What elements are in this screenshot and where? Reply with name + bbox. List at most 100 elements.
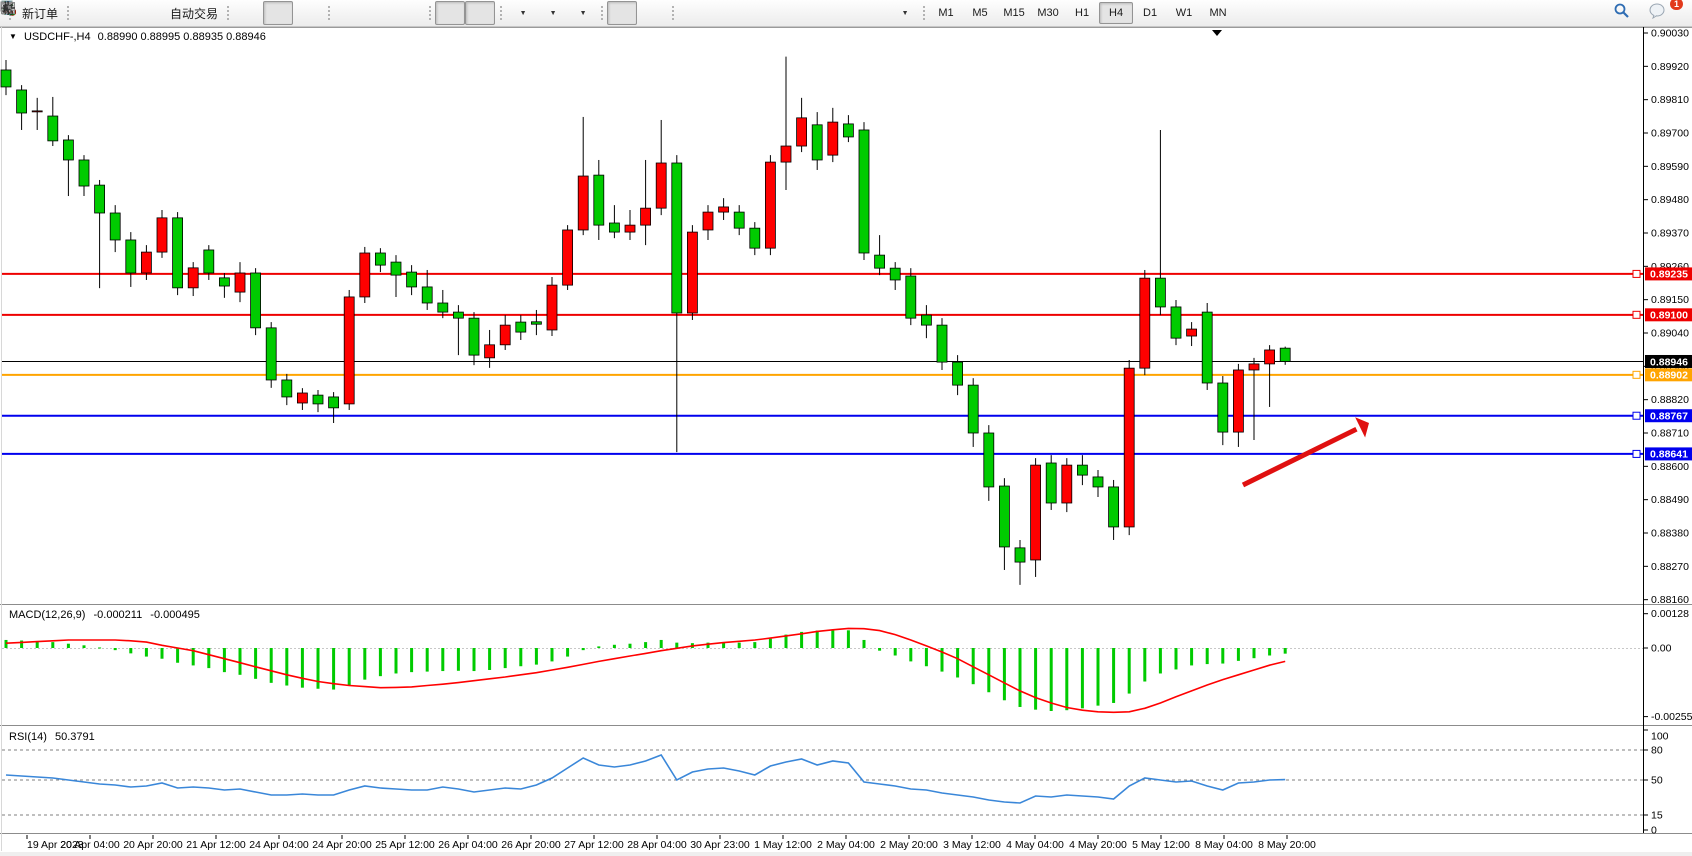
search-button[interactable]: [1612, 1, 1642, 25]
macd-histogram-bar: [1174, 648, 1178, 670]
toolbar-drag-handle[interactable]: [498, 4, 504, 22]
candle-body: [374, 252, 386, 266]
macd-histogram-bar: [51, 642, 55, 648]
macd-histogram-bar: [1283, 648, 1287, 654]
time-tick-label: 24 Apr 04:00: [249, 839, 309, 851]
candle-body: [921, 314, 932, 326]
candle-body: [234, 272, 246, 293]
candle-body: [780, 145, 792, 163]
candle-body: [16, 89, 28, 114]
tf-m1-button[interactable]: M1: [929, 2, 963, 24]
macd-signal-value: -0.000495: [150, 609, 200, 621]
macd-scale-label: -0.002559: [1651, 711, 1692, 723]
time-tick-label: 1 May 12:00: [754, 839, 812, 851]
macd-histogram-bar: [566, 648, 570, 657]
candle-body: [1092, 476, 1104, 488]
line-handle-marker[interactable]: [1632, 370, 1641, 379]
macd-histogram-bar: [1268, 648, 1272, 656]
macd-histogram-bar: [441, 648, 445, 672]
toolbar: 新订单 自动交易 ▼ ▼ ▼ E F A T ▼ M1 M5 M15 M30 H1 H4 D1 W1 MN 1: [0, 0, 1692, 27]
candle-body: [1108, 486, 1119, 528]
price-tick-label: 0.88380: [1651, 528, 1689, 540]
price-tick-label: 0.89040: [1651, 328, 1689, 340]
candle-body: [952, 361, 963, 386]
price-badge-label: 0.89100: [1650, 310, 1688, 322]
rsi-line: [5, 754, 1286, 804]
macd-histogram-bar: [1127, 648, 1131, 694]
tf-h1-button[interactable]: H1: [1065, 2, 1099, 24]
price-tick-label: 0.89480: [1651, 194, 1689, 206]
line-handle-marker[interactable]: [1632, 449, 1641, 458]
macd-histogram-bar: [581, 648, 585, 651]
candle-body: [967, 384, 979, 434]
time-tick-label: 24 Apr 20:00: [312, 839, 372, 851]
candle-body: [1030, 464, 1041, 561]
price-badge-label: 0.89235: [1650, 269, 1688, 281]
candle-body: [218, 277, 230, 287]
trend-arrow-head[interactable]: [1355, 417, 1369, 438]
candle-body: [702, 211, 714, 231]
candle-body: [1155, 277, 1166, 308]
macd-histogram-bar: [82, 645, 86, 648]
price-tick-label: 0.88820: [1651, 394, 1689, 406]
chevron-down-icon[interactable]: ▼: [579, 9, 587, 17]
candle-body: [421, 286, 433, 304]
notifications-button[interactable]: 1: [1648, 0, 1683, 25]
candle-body: [749, 227, 761, 249]
tf-m15-button[interactable]: M15: [997, 2, 1031, 24]
line-handle-marker[interactable]: [1632, 411, 1641, 420]
tf-m5-button[interactable]: M5: [963, 2, 997, 24]
arrows-button[interactable]: ▼: [2, 1, 918, 25]
toolbar-drag-handle[interactable]: [670, 4, 676, 22]
toolbar-drag-handle[interactable]: [599, 4, 605, 22]
macd-value: -0.000211: [93, 609, 143, 621]
time-tick-label: 8 May 04:00: [1195, 839, 1253, 851]
chevron-down-icon[interactable]: ▼: [519, 9, 527, 17]
rsi-scale-label: 15: [1651, 810, 1663, 822]
macd-histogram-bar: [378, 648, 382, 677]
trend-arrow[interactable]: [1241, 426, 1358, 488]
time-tick-label: 20 Apr 04:00: [60, 839, 120, 851]
rsi-value: 50.3791: [54, 731, 95, 743]
candle-body: [905, 275, 917, 319]
svg-text:F: F: [10, 12, 14, 17]
candle-body: [1061, 464, 1073, 504]
candle-body: [1264, 349, 1275, 365]
macd-histogram-bar: [1143, 648, 1147, 682]
macd-histogram-bar: [472, 648, 476, 672]
trendline-button[interactable]: [2, 1, 768, 25]
time-tick-label: 20 Apr 20:00: [123, 839, 183, 851]
candle-body: [733, 211, 745, 229]
toolbar-drag-handle[interactable]: [921, 4, 927, 22]
tf-h4-button[interactable]: H4: [1099, 2, 1134, 24]
tf-mn-button[interactable]: MN: [1201, 2, 1235, 24]
chevron-down-icon[interactable]: ▼: [549, 9, 557, 17]
chart-collapse-icon[interactable]: ▼: [9, 32, 17, 41]
line-handle-marker[interactable]: [1632, 269, 1641, 278]
candle-body: [1248, 363, 1260, 371]
macd-histogram-bar: [332, 648, 336, 690]
tf-m30-button[interactable]: M30: [1031, 2, 1065, 24]
macd-histogram-bar: [924, 648, 928, 667]
line-handle-marker[interactable]: [1632, 310, 1641, 319]
toolbar-drag-handle[interactable]: [225, 4, 231, 22]
chart-shift-marker[interactable]: [1212, 30, 1222, 36]
macd-histogram-bar: [4, 639, 8, 648]
candle-body: [78, 159, 90, 187]
chevron-down-icon[interactable]: ▼: [901, 9, 909, 17]
tf-w1-button[interactable]: W1: [1167, 2, 1201, 24]
tf-mn-button-label: MN: [1209, 7, 1227, 19]
candle-body: [874, 254, 885, 269]
price-tick-label: 0.88490: [1651, 494, 1689, 506]
tf-d1-button-label: D1: [1143, 7, 1158, 19]
macd-histogram-bar: [1252, 648, 1256, 659]
toolbar-drag-handle[interactable]: [326, 4, 332, 22]
chart-ohlc-values: 0.88990 0.88995 0.88935 0.88946: [97, 31, 266, 43]
macd-histogram-bar: [737, 642, 741, 648]
toolbar-drag-handle[interactable]: [65, 4, 71, 22]
toolbar-drag-handle[interactable]: [427, 4, 433, 22]
tf-d1-button[interactable]: D1: [1133, 2, 1167, 24]
candle-body: [296, 392, 308, 404]
